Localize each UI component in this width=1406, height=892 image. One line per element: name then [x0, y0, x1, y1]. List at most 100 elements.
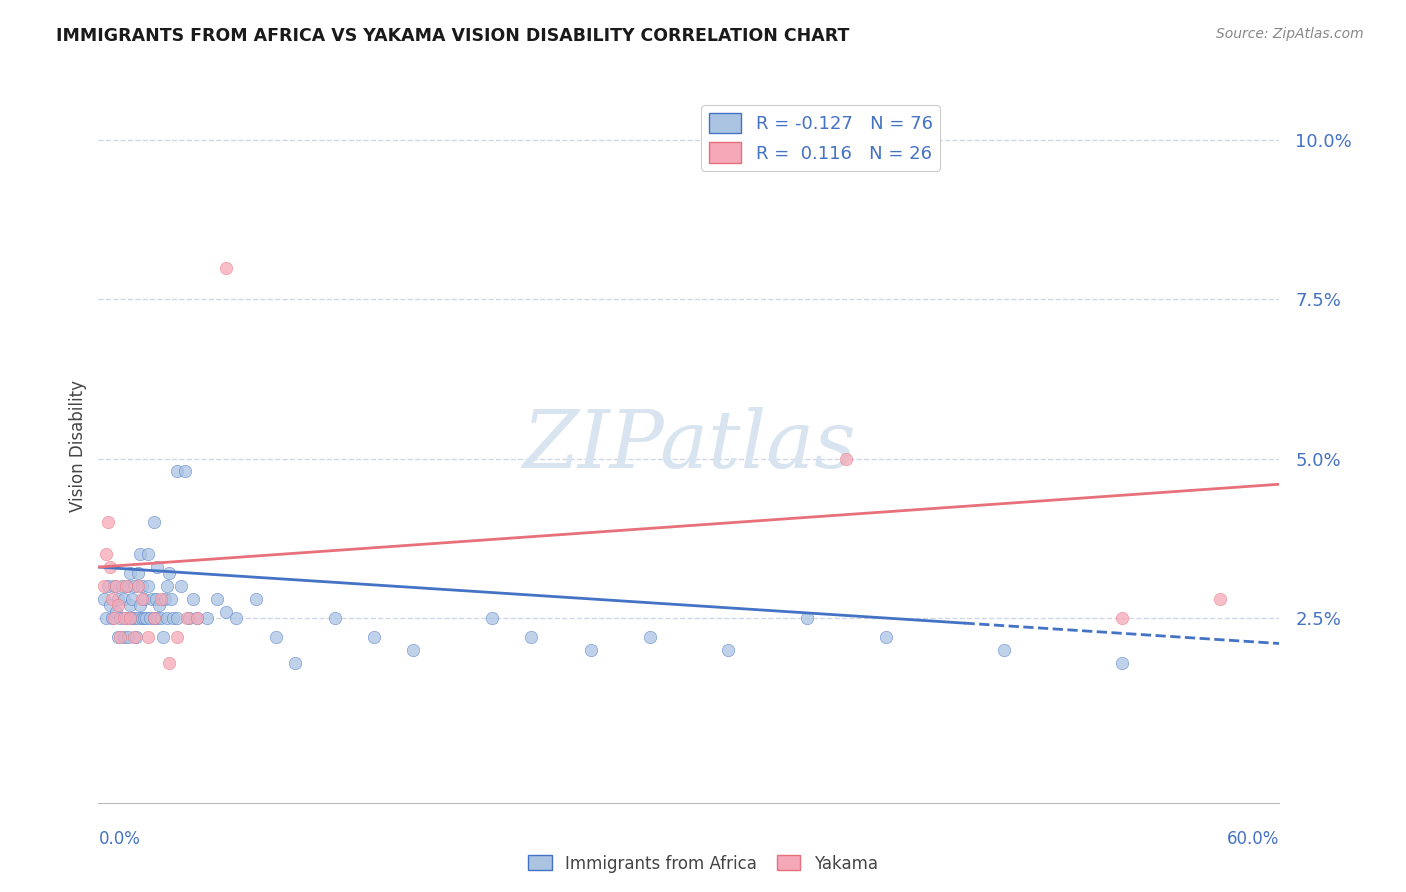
Point [363, 630, 385, 644]
Point [181, 591, 204, 606]
Point [108, 630, 131, 644]
Point [115, 579, 138, 593]
Point [142, 516, 165, 530]
Point [1209, 591, 1232, 606]
Point [156, 611, 179, 625]
Point [108, 611, 131, 625]
Point [146, 611, 169, 625]
Point [195, 611, 218, 625]
Point [157, 566, 180, 581]
Text: IMMIGRANTS FROM AFRICA VS YAKAMA VISION DISABILITY CORRELATION CHART: IMMIGRANTS FROM AFRICA VS YAKAMA VISION … [56, 27, 849, 45]
Point [1111, 656, 1133, 670]
Point [225, 611, 247, 625]
Point [112, 630, 135, 644]
Point [132, 591, 155, 606]
Point [157, 656, 180, 670]
Point [177, 611, 200, 625]
Point [131, 579, 153, 593]
Point [112, 611, 135, 625]
Point [138, 611, 160, 625]
Point [245, 591, 267, 606]
Point [176, 611, 198, 625]
Point [136, 630, 159, 644]
Point [132, 611, 155, 625]
Point [146, 560, 169, 574]
Point [101, 611, 124, 625]
Point [993, 643, 1015, 657]
Point [122, 630, 145, 644]
Point [174, 465, 197, 479]
Point [142, 611, 165, 625]
Point [150, 611, 173, 625]
Point [96, 547, 118, 561]
Point [284, 656, 307, 670]
Point [105, 605, 128, 619]
Point [796, 611, 818, 625]
Point [127, 579, 149, 593]
Point [481, 611, 503, 625]
Point [121, 591, 143, 606]
Point [118, 566, 141, 581]
Point [186, 611, 208, 625]
Point [875, 630, 897, 644]
Point [166, 611, 188, 625]
Point [717, 643, 740, 657]
Point [93, 591, 115, 606]
Point [579, 643, 602, 657]
Text: ZIPatlas: ZIPatlas [522, 408, 856, 484]
Point [117, 630, 139, 644]
Point [155, 591, 177, 606]
Point [152, 630, 174, 644]
Point [127, 566, 149, 581]
Point [117, 579, 139, 593]
Point [135, 611, 157, 625]
Point [136, 547, 159, 561]
Point [112, 591, 135, 606]
Point [93, 579, 115, 593]
Point [131, 591, 153, 606]
Point [98, 599, 121, 613]
Point [141, 591, 163, 606]
Text: 60.0%: 60.0% [1227, 830, 1279, 847]
Point [107, 591, 129, 606]
Point [156, 579, 179, 593]
Point [122, 579, 145, 593]
Point [142, 611, 165, 625]
Point [323, 611, 346, 625]
Point [107, 599, 129, 613]
Point [205, 591, 228, 606]
Point [638, 630, 661, 644]
Point [186, 611, 208, 625]
Point [103, 611, 125, 625]
Point [150, 591, 173, 606]
Point [1111, 611, 1133, 625]
Point [118, 611, 141, 625]
Legend: Immigrants from Africa, Yakama: Immigrants from Africa, Yakama [522, 848, 884, 880]
Y-axis label: Vision Disability: Vision Disability [69, 380, 87, 512]
Point [170, 579, 193, 593]
Point [96, 611, 118, 625]
Point [118, 599, 141, 613]
Point [128, 599, 150, 613]
Point [115, 611, 138, 625]
Point [835, 451, 858, 466]
Point [98, 560, 121, 574]
Point [107, 630, 129, 644]
Point [166, 630, 188, 644]
Point [148, 599, 170, 613]
Point [128, 547, 150, 561]
Point [97, 579, 120, 593]
Point [520, 630, 543, 644]
Point [127, 611, 149, 625]
Point [136, 579, 159, 593]
Text: 0.0%: 0.0% [98, 830, 141, 847]
Point [111, 579, 134, 593]
Point [160, 591, 183, 606]
Point [402, 643, 425, 657]
Point [101, 591, 124, 606]
Legend: R = -0.127   N = 76, R =  0.116   N = 26: R = -0.127 N = 76, R = 0.116 N = 26 [702, 105, 939, 170]
Point [166, 465, 188, 479]
Point [122, 611, 145, 625]
Point [105, 579, 128, 593]
Point [103, 579, 125, 593]
